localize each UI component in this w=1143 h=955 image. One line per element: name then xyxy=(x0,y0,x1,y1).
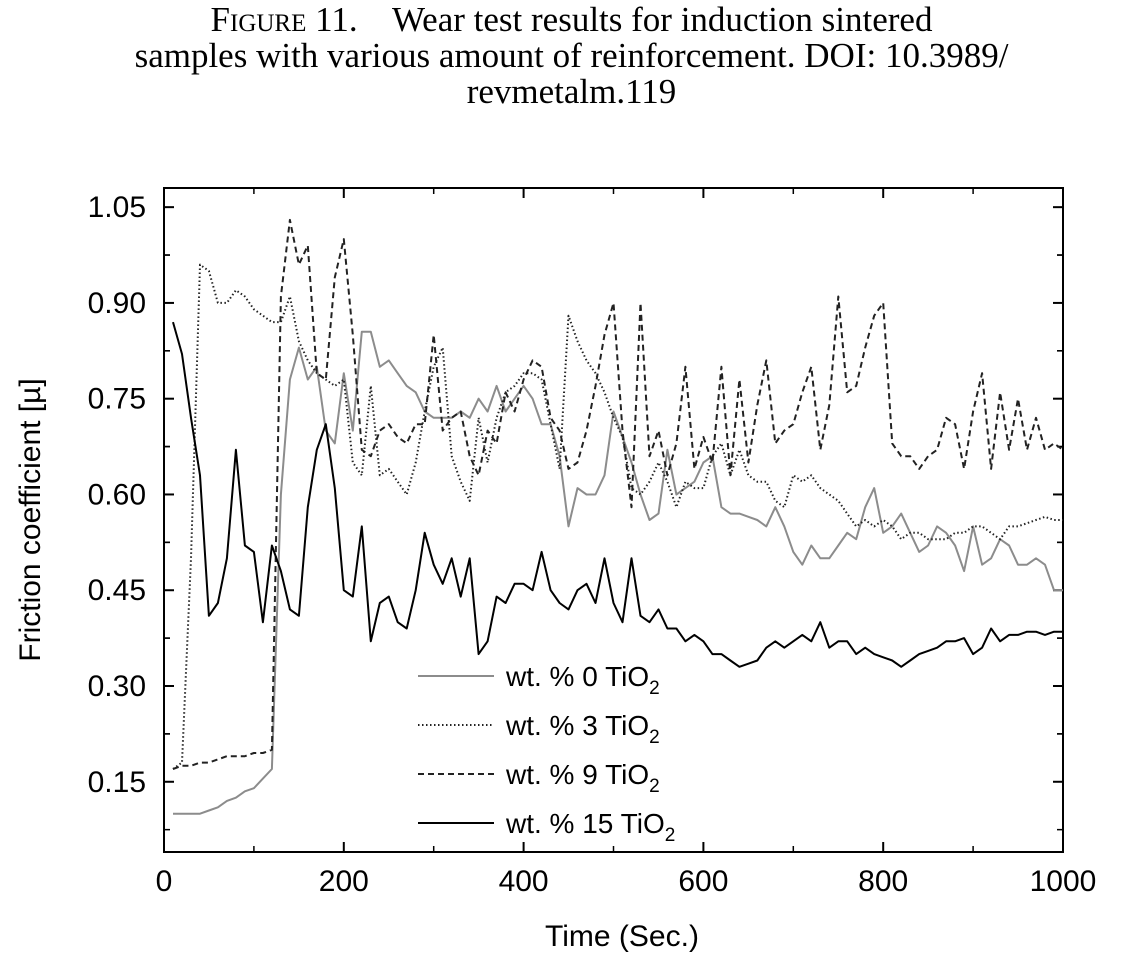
x-tick-label: 600 xyxy=(678,865,728,898)
y-tick-label: 0.45 xyxy=(88,574,146,607)
legend-label: wt. % 3 TiO2 xyxy=(505,710,660,748)
x-tick-label: 0 xyxy=(156,865,173,898)
y-tick-label: 0.30 xyxy=(88,670,146,703)
figure-caption: Figure 11. Wear test results for inducti… xyxy=(0,2,1143,110)
legend-label: wt. % 15 TiO2 xyxy=(505,808,675,846)
axis-ticks xyxy=(163,188,1064,852)
series-line-3 xyxy=(172,321,1063,668)
figure-label: Figure 11. xyxy=(210,0,358,39)
caption-line-1: Wear test results for induction sintered xyxy=(391,0,933,39)
caption-line-3: revmetalm.119 xyxy=(466,72,677,111)
y-tick-label: 0.90 xyxy=(88,287,146,320)
legend-label-subscript: 2 xyxy=(665,825,676,846)
y-tick-label: 0.15 xyxy=(88,766,146,799)
legend-label-subscript: 2 xyxy=(649,678,660,699)
caption-line-2: samples with various amount of reinforce… xyxy=(134,36,1009,75)
y-axis-title: Friction coefficient [µ] xyxy=(14,378,47,662)
x-axis-title: Time (Sec.) xyxy=(545,920,699,953)
y-tick-label: 1.05 xyxy=(88,191,146,224)
axis-tick-labels: 0 200 400 600 800 1000 0.15 0.30 0.45 0.60 0.75 0.9… xyxy=(88,191,1097,898)
series-line-1 xyxy=(172,263,1063,770)
x-tick-label: 1000 xyxy=(1030,865,1097,898)
y-tick-label: 0.60 xyxy=(88,478,146,511)
y-tick-label: 0.75 xyxy=(88,383,146,416)
legend-label-subscript: 2 xyxy=(649,727,660,748)
series-line-0 xyxy=(173,330,1063,815)
x-tick-label: 200 xyxy=(319,865,369,898)
x-tick-label: 800 xyxy=(858,865,908,898)
series-line-2 xyxy=(172,218,1064,770)
legend-label-subscript: 2 xyxy=(649,776,660,797)
legend-label: wt. % 9 TiO2 xyxy=(505,759,660,797)
plot-frame xyxy=(163,187,1064,853)
legend-label: wt. % 0 TiO2 xyxy=(505,661,660,699)
series-layer xyxy=(172,218,1064,815)
x-tick-label: 400 xyxy=(499,865,549,898)
legend: wt. % 0 TiO2 wt. % 3 TiO2 wt. % 9 TiO2 wt. … xyxy=(418,661,675,846)
